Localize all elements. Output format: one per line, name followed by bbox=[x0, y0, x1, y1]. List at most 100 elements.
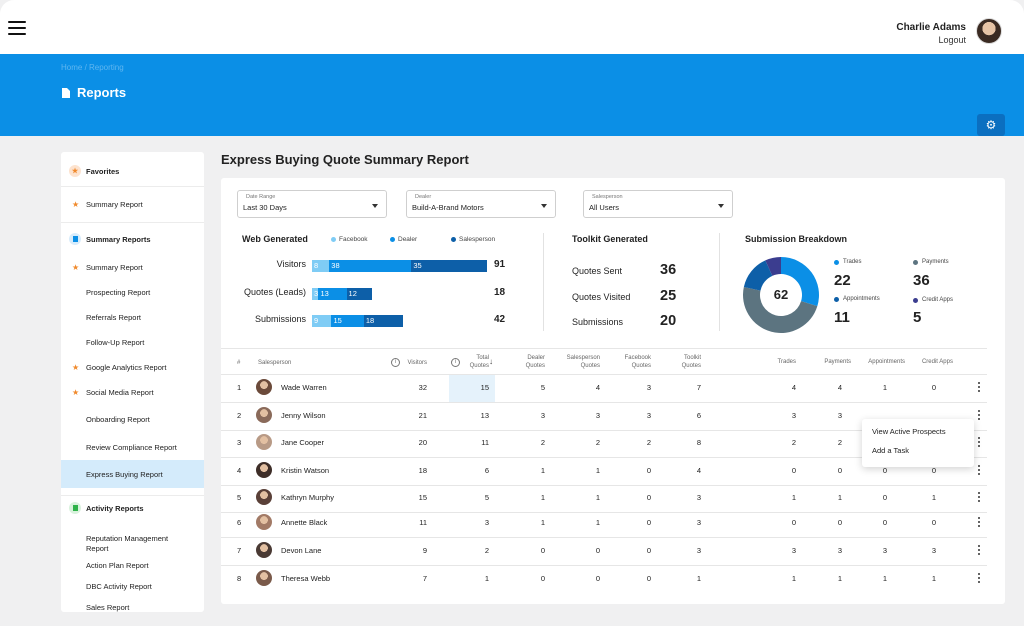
page-header: Home / Reporting Reports bbox=[0, 54, 1024, 136]
col-header-num: # bbox=[237, 360, 241, 366]
logout-link[interactable]: Logout bbox=[938, 35, 966, 45]
sidebar-item-summary[interactable]: Referrals Report bbox=[61, 303, 204, 331]
legend-dot bbox=[834, 259, 839, 265]
document-icon bbox=[62, 87, 70, 98]
legend-label: Credit Apps bbox=[922, 297, 954, 303]
more-options-icon[interactable] bbox=[977, 545, 981, 555]
more-options-icon[interactable] bbox=[977, 517, 981, 527]
sidebar-item-summary[interactable]: ★ Google Analytics Report bbox=[61, 353, 204, 381]
divider bbox=[61, 495, 204, 496]
sidebar-item-summary[interactable]: Express Buying Report bbox=[61, 460, 204, 488]
col-header-payments[interactable]: Payments bbox=[824, 359, 851, 365]
salesperson-name[interactable]: Jane Cooper bbox=[281, 438, 324, 447]
sidebar-item-favorite-summary[interactable]: ★ Summary Report bbox=[61, 197, 204, 211]
cell-fb: 3 bbox=[646, 411, 651, 420]
cell-tk: 6 bbox=[696, 411, 701, 420]
more-options-icon[interactable] bbox=[977, 492, 981, 502]
legend-appointments: Appointments bbox=[834, 296, 880, 302]
sidebar-item-label: Express Buying Report bbox=[86, 469, 163, 479]
sidebar-heading-favorites[interactable]: ★ Favorites bbox=[61, 164, 204, 178]
info-icon[interactable]: i bbox=[391, 358, 400, 367]
date-range-select[interactable]: Date Range Last 30 Days bbox=[237, 190, 387, 218]
col-header-dealer-quotes[interactable]: Dealer Quotes bbox=[515, 354, 545, 370]
salesperson-name[interactable]: Kathryn Murphy bbox=[281, 493, 334, 502]
appointments-value: 11 bbox=[834, 309, 850, 326]
cell-tk: 3 bbox=[696, 493, 701, 502]
sidebar-item-summary[interactable]: Review Compliance Report bbox=[61, 433, 204, 461]
more-options-icon[interactable] bbox=[977, 437, 981, 447]
sidebar-item-activity[interactable]: Action Plan Report bbox=[61, 561, 179, 571]
more-options-icon[interactable] bbox=[977, 410, 981, 420]
cell-visitors: 21 bbox=[418, 411, 427, 420]
sidebar-item-summary[interactable]: Follow-Up Report bbox=[61, 328, 204, 356]
sidebar-item-activity[interactable]: DBC Activity Report bbox=[61, 582, 179, 592]
legend-dot bbox=[834, 296, 839, 302]
select-value: Build-A-Brand Motors bbox=[412, 203, 484, 212]
more-options-icon[interactable] bbox=[977, 573, 981, 583]
sidebar-heading-activity-reports[interactable]: Activity Reports bbox=[61, 501, 204, 515]
cell-tk: 3 bbox=[696, 518, 701, 527]
legend-label: Payments bbox=[922, 259, 949, 265]
col-header-trades[interactable]: Trades bbox=[777, 359, 796, 365]
menu-item-view-active-prospects[interactable]: View Active Prospects bbox=[872, 427, 946, 436]
avatar bbox=[256, 542, 272, 558]
sidebar-item-summary[interactable]: Onboarding Report bbox=[61, 405, 204, 433]
sidebar-heading-summary-reports[interactable]: Summary Reports bbox=[61, 232, 204, 246]
salesperson-name[interactable]: Annette Black bbox=[281, 518, 328, 527]
col-header-credit-apps[interactable]: Credit Apps bbox=[921, 359, 953, 365]
cell-trades: 0 bbox=[791, 518, 796, 527]
cell-tk: 4 bbox=[696, 466, 701, 475]
cell-payments: 0 bbox=[837, 518, 842, 527]
salesperson-select[interactable]: Salesperson All Users bbox=[583, 190, 733, 218]
divider bbox=[221, 348, 987, 349]
cell-total: 15 bbox=[480, 383, 489, 392]
avatar bbox=[256, 434, 272, 450]
col-header-facebook-quotes[interactable]: Facebook Quotes bbox=[617, 354, 651, 370]
sidebar-item-summary[interactable]: ★ Social Media Report bbox=[61, 378, 204, 406]
sort-arrow-down-icon[interactable]: ↓ bbox=[489, 357, 493, 366]
user-avatar[interactable] bbox=[976, 18, 1002, 44]
sidebar-heading-label: Summary Reports bbox=[86, 234, 151, 244]
menu-icon[interactable] bbox=[8, 21, 26, 35]
sidebar-item-summary[interactable]: Prospecting Report bbox=[61, 278, 204, 306]
header-line: Quotes bbox=[681, 363, 701, 369]
salesperson-name[interactable]: Theresa Webb bbox=[281, 574, 331, 583]
row-number: 6 bbox=[237, 518, 242, 527]
col-header-toolkit-quotes[interactable]: Toolkit Quotes bbox=[671, 354, 701, 370]
cell-total: 11 bbox=[481, 438, 489, 447]
cell-payments: 3 bbox=[837, 546, 842, 555]
dealer-select[interactable]: Dealer Build-A-Brand Motors bbox=[406, 190, 556, 218]
salesperson-name[interactable]: Jenny Wilson bbox=[281, 411, 326, 420]
more-options-icon[interactable] bbox=[977, 465, 981, 475]
col-header-appointments[interactable]: Appointments bbox=[868, 359, 905, 365]
salesperson-name[interactable]: Devon Lane bbox=[281, 546, 322, 555]
breadcrumb[interactable]: Home / Reporting bbox=[61, 63, 124, 72]
star-icon: ★ bbox=[72, 262, 80, 272]
cell-tk: 8 bbox=[696, 438, 701, 447]
col-header-salesperson[interactable]: Salesperson bbox=[258, 360, 292, 366]
sidebar-item-activity[interactable]: Reputation Management Report bbox=[61, 534, 179, 554]
user-name: Charlie Adams bbox=[896, 22, 966, 33]
report-title: Express Buying Quote Summary Report bbox=[221, 152, 469, 167]
more-options-icon[interactable] bbox=[977, 382, 981, 392]
info-icon[interactable]: i bbox=[451, 358, 460, 367]
settings-button[interactable]: ⚙ bbox=[977, 114, 1005, 136]
header-line: Facebook bbox=[624, 355, 651, 361]
header-line: Quotes bbox=[469, 363, 489, 369]
cell-fb: 0 bbox=[646, 466, 651, 475]
col-header-total-quotes[interactable]: Total Quotes bbox=[461, 354, 489, 370]
legend-label: Facebook bbox=[339, 236, 368, 243]
cell-credit: 0 bbox=[931, 518, 936, 527]
avatar bbox=[256, 379, 272, 395]
col-header-visitors[interactable]: Visitors bbox=[407, 360, 427, 366]
header-line: Dealer bbox=[527, 355, 545, 361]
header-line: Toolkit bbox=[683, 355, 701, 361]
salesperson-name[interactable]: Wade Warren bbox=[281, 383, 327, 392]
web-row-label: Quotes (Leads) bbox=[243, 287, 306, 297]
menu-item-add-task[interactable]: Add a Task bbox=[872, 446, 909, 455]
sidebar-item-summary[interactable]: ★ Summary Report bbox=[61, 253, 204, 281]
sidebar-item-activity[interactable]: Sales Report bbox=[61, 603, 179, 612]
col-header-salesperson-quotes[interactable]: Salesperson Quotes bbox=[558, 354, 600, 370]
legend-dealer: Dealer bbox=[390, 236, 417, 243]
salesperson-name[interactable]: Kristin Watson bbox=[281, 466, 330, 475]
